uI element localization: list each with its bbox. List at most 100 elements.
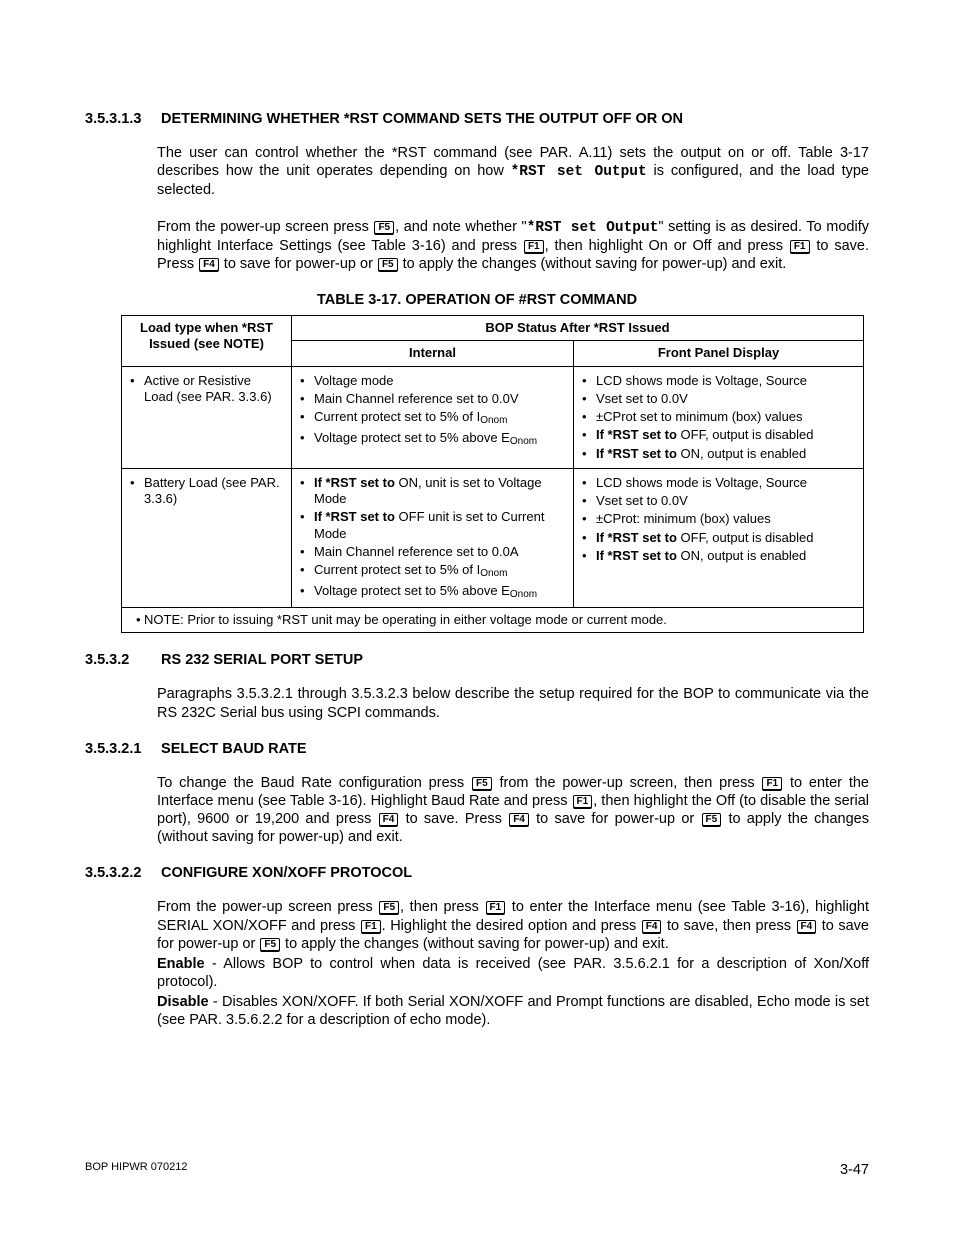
text: to save for power-up or [220,256,377,272]
code-text: *RST set Output [527,220,659,236]
text: to apply the changes (without saving for… [399,256,787,272]
text: . Highlight the desired option and press [382,918,641,934]
page: 3.5.3.1.3 DETERMINING WHETHER *RST COMMA… [0,0,954,1235]
table-cell-load: Active or Resistive Load (see PAR. 3.3.6… [122,366,292,468]
paragraph: Enable - Allows BOP to control when data… [85,955,869,991]
section-title: DETERMINING WHETHER *RST COMMAND SETS TH… [161,111,683,127]
paragraph: The user can control whether the *RST co… [85,144,869,199]
list-item: If *RST set to ON, output is enabled [582,446,855,462]
f4-key-icon: F4 [797,920,817,933]
section-title: RS 232 SERIAL PORT SETUP [161,652,363,668]
list-item: Active or Resistive Load (see PAR. 3.3.6… [130,373,283,406]
heading-3-5-3-2: 3.5.3.2 RS 232 SERIAL PORT SETUP [85,651,869,669]
footer-left: BOP HIPWR 070212 [85,1161,188,1179]
paragraph: To change the Baud Rate configuration pr… [85,774,869,847]
section-number: 3.5.3.2.2 [85,864,157,882]
bold-text: If *RST set to [596,530,677,545]
text: - Allows BOP to control when data is rec… [157,956,869,990]
table-row: Battery Load (see PAR. 3.3.6) If *RST se… [122,468,864,607]
list-item: Vset set to 0.0V [582,493,855,509]
list-item: Current protect set to 5% of IOnom [300,562,565,581]
section-number: 3.5.3.2 [85,651,157,669]
f5-key-icon: F5 [379,901,399,914]
f5-key-icon: F5 [374,221,394,234]
f1-key-icon: F1 [361,920,381,933]
f4-key-icon: F4 [509,813,529,826]
table-header-fp: Front Panel Display [574,341,864,366]
text: to save, then press [662,918,795,934]
f1-key-icon: F1 [573,795,593,808]
list-item: If *RST set to ON, unit is set to Voltag… [300,475,565,508]
f5-key-icon: F5 [378,258,398,271]
f5-key-icon: F5 [702,813,722,826]
subscript: Onom [510,436,537,447]
list-item: Battery Load (see PAR. 3.3.6) [130,475,283,508]
list-item: Voltage mode [300,373,565,389]
heading-3-5-3-2-1: 3.5.3.2.1 SELECT BAUD RATE [85,740,869,758]
list-item: If *RST set to OFF unit is set to Curren… [300,509,565,542]
bold-text: If *RST set to [314,509,395,524]
page-footer: BOP HIPWR 070212 3-47 [85,1161,869,1179]
subscript: Onom [510,589,537,600]
table-cell-load: Battery Load (see PAR. 3.3.6) [122,468,292,607]
table-cell-internal: Voltage mode Main Channel reference set t… [292,366,574,468]
table-caption: TABLE 3-17. OPERATION OF #RST COMMAND [85,291,869,309]
f1-key-icon: F1 [790,240,810,253]
text: , and note whether " [395,219,527,235]
list-item: If *RST set to OFF, output is disabled [582,427,855,443]
table-note-text: NOTE: Prior to issuing *RST unit may be … [130,612,855,628]
paragraph: Paragraphs 3.5.3.2.1 through 3.5.3.2.3 b… [85,685,869,721]
bold-text: If *RST set to [596,446,677,461]
list-item: LCD shows mode is Voltage, Source [582,475,855,491]
heading-3-5-3-2-2: 3.5.3.2.2 CONFIGURE XON/XOFF PROTOCOL [85,864,869,882]
list-item: Main Channel reference set to 0.0A [300,544,565,560]
list-item: Current protect set to 5% of IOnom [300,409,565,428]
bold-text: If *RST set to [596,427,677,442]
f1-key-icon: F1 [486,901,506,914]
bold-text: If *RST set to [596,548,677,563]
list-item: Vset set to 0.0V [582,391,855,407]
paragraph: From the power-up screen press F5, and n… [85,218,869,273]
f1-key-icon: F1 [524,240,544,253]
section-number: 3.5.3.1.3 [85,110,157,128]
text: to apply the changes (without saving for… [281,936,669,952]
text: to save. Press [399,811,508,827]
subscript: Onom [480,415,507,426]
f5-key-icon: F5 [260,938,280,951]
text: - Disables XON/XOFF. If both Serial XON/… [157,994,869,1028]
text: , then highlight On or Off and press [545,238,789,254]
list-item: Main Channel reference set to 0.0V [300,391,565,407]
f5-key-icon: F5 [472,777,492,790]
code-text: *RST set Output [511,164,647,180]
list-item: LCD shows mode is Voltage, Source [582,373,855,389]
rst-operation-table: Load type when *RST Issued (see NOTE) BO… [121,315,864,633]
table-note-cell: NOTE: Prior to issuing *RST unit may be … [122,608,864,633]
f4-key-icon: F4 [199,258,219,271]
paragraph: Disable - Disables XON/XOFF. If both Ser… [85,993,869,1029]
text: From the power-up screen press [157,899,378,915]
f1-key-icon: F1 [762,777,782,790]
table-header-status: BOP Status After *RST Issued [292,316,864,341]
section-title: SELECT BAUD RATE [161,741,307,757]
table-row: Active or Resistive Load (see PAR. 3.3.6… [122,366,864,468]
text: to save for power-up or [530,811,701,827]
section-number: 3.5.3.2.1 [85,740,157,758]
list-item: Voltage protect set to 5% above EOnom [300,583,565,602]
table-header-load: Load type when *RST Issued (see NOTE) [122,316,292,367]
table-header-internal: Internal [292,341,574,366]
footer-page-number: 3-47 [840,1161,869,1179]
f4-key-icon: F4 [642,920,662,933]
section-title: CONFIGURE XON/XOFF PROTOCOL [161,865,412,881]
table-note-row: NOTE: Prior to issuing *RST unit may be … [122,608,864,633]
bold-label: Enable [157,956,205,972]
text: From the power-up screen press [157,219,373,235]
text: from the power-up screen, then press [493,775,762,791]
list-item: If *RST set to OFF, output is disabled [582,530,855,546]
subscript: Onom [480,568,507,579]
table-cell-internal: If *RST set to ON, unit is set to Voltag… [292,468,574,607]
text: , then press [400,899,484,915]
list-item: ±CProt set to minimum (box) values [582,409,855,425]
table-cell-fp: LCD shows mode is Voltage, Source Vset se… [574,468,864,607]
f4-key-icon: F4 [379,813,399,826]
list-item: If *RST set to ON, output is enabled [582,548,855,564]
